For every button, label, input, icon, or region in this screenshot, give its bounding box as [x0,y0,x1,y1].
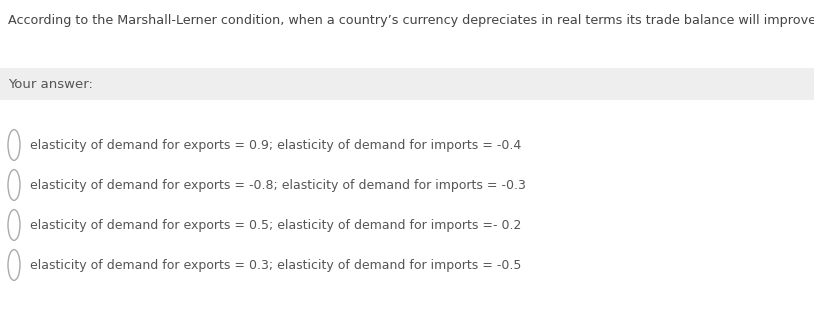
Text: Your answer:: Your answer: [8,78,93,91]
Text: elasticity of demand for exports = -0.8; elasticity of demand for imports = -0.3: elasticity of demand for exports = -0.8;… [30,178,526,191]
Ellipse shape [8,169,20,200]
Text: elasticity of demand for exports = 0.5; elasticity of demand for imports =- 0.2: elasticity of demand for exports = 0.5; … [30,218,522,232]
Ellipse shape [8,210,20,240]
Text: elasticity of demand for exports = 0.3; elasticity of demand for imports = -0.5: elasticity of demand for exports = 0.3; … [30,259,522,272]
Ellipse shape [8,250,20,280]
Bar [0,68,814,100]
Text: elasticity of demand for exports = 0.9; elasticity of demand for imports = -0.4: elasticity of demand for exports = 0.9; … [30,139,521,151]
Ellipse shape [8,130,20,160]
Text: According to the Marshall-Lerner condition, when a country’s currency depreciate: According to the Marshall-Lerner conditi… [8,14,814,27]
